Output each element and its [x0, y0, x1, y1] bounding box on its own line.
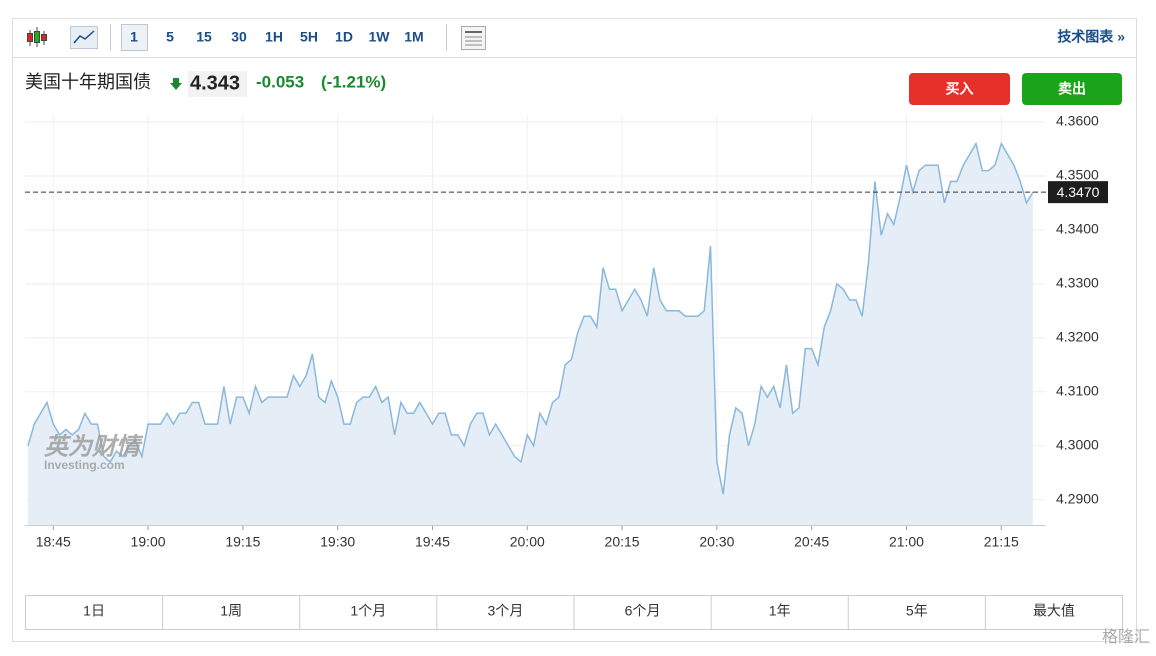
watermark-site: Investing.com: [44, 458, 125, 472]
range-tab[interactable]: 6个月: [625, 603, 661, 619]
price-bg: [188, 71, 247, 97]
active-interval: [121, 24, 148, 51]
sell-button[interactable]: [1022, 73, 1122, 105]
x-tick-label: 21:00: [889, 534, 924, 550]
y-tick-label: 4.3200: [1056, 329, 1099, 345]
interval[interactable]: 5H: [300, 29, 318, 45]
price-line: [27, 141, 1034, 495]
buy-button[interactable]: [909, 73, 1010, 105]
interval[interactable]: 1M: [404, 29, 423, 45]
interval[interactable]: 1W: [369, 29, 391, 45]
y-tick-label: 4.3400: [1056, 221, 1099, 237]
y-tick-label: 4.3500: [1056, 167, 1099, 183]
interval[interactable]: 1: [130, 29, 138, 45]
last-price-label: 4.3470: [1057, 184, 1100, 200]
buy-label[interactable]: 买入: [946, 81, 974, 97]
x-tick-label: 18:45: [36, 534, 71, 550]
range-tab[interactable]: 最大值: [1033, 603, 1075, 619]
price: 4.343: [190, 72, 240, 94]
interval[interactable]: 1H: [265, 29, 283, 45]
x-tick-label: 20:00: [510, 534, 545, 550]
last-price-tag: [1048, 181, 1108, 204]
y-tick-label: 4.3100: [1056, 382, 1099, 398]
chart-link[interactable]: 技术图表 »: [1057, 29, 1125, 45]
x-tick-label: 20:15: [605, 534, 640, 550]
area-shading: [28, 143, 1033, 525]
x-tick-label: 20:30: [699, 534, 734, 550]
candle-icon[interactable]: [27, 27, 47, 47]
change-percent: (-1.21%): [321, 72, 386, 91]
range-tab[interactable]: 5年: [906, 603, 928, 619]
table-icon[interactable]: [461, 26, 486, 50]
x-tick-label: 19:15: [225, 534, 260, 550]
instrument-name: 美国十年期国债: [25, 72, 151, 92]
x-tick-label: 19:45: [415, 534, 450, 550]
change: -0.053: [256, 72, 304, 91]
y-tick-label: 4.3600: [1056, 113, 1099, 129]
range-tab[interactable]: 1日: [83, 603, 105, 619]
range-tab[interactable]: 1个月: [350, 603, 386, 619]
range-tab[interactable]: 1年: [769, 603, 791, 619]
x-tick-label: 19:00: [131, 534, 166, 550]
range-tab[interactable]: 1周: [220, 603, 242, 619]
corner-watermark: 格隆汇: [1102, 628, 1150, 646]
watermark-brand: 英为财情: [44, 433, 144, 460]
interval[interactable]: 5: [166, 29, 174, 45]
interval[interactable]: 30: [231, 29, 247, 45]
x-tick-label: 21:15: [984, 534, 1019, 550]
line-icon[interactable]: [70, 26, 98, 49]
interval[interactable]: 15: [196, 29, 212, 45]
y-tick-label: 4.3300: [1056, 275, 1099, 291]
sell-label[interactable]: 卖出: [1058, 81, 1086, 97]
down-arrow: [170, 78, 182, 90]
x-tick-label: 20:45: [794, 534, 829, 550]
range-tab[interactable]: 3个月: [488, 603, 524, 619]
interval[interactable]: 1D: [335, 29, 353, 45]
x-tick-label: 19:30: [320, 534, 355, 550]
y-tick-label: 4.3000: [1056, 436, 1099, 452]
y-tick-label: 4.2900: [1056, 490, 1099, 506]
